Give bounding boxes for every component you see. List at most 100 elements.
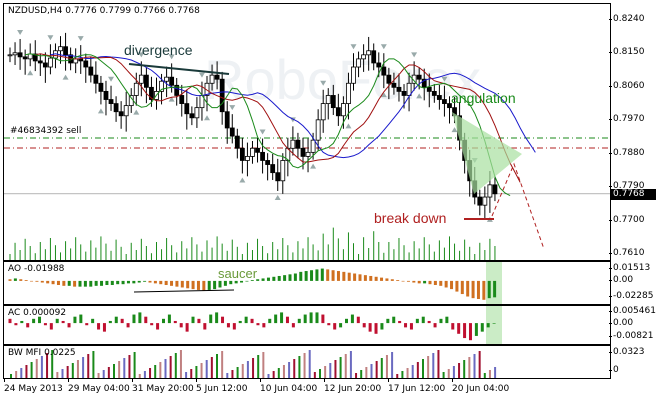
mfi-bar <box>71 363 74 378</box>
histogram-bar <box>197 318 201 324</box>
ao-pane[interactable]: AO -0.01988 saucer <box>3 261 611 305</box>
candle-body <box>149 86 154 100</box>
time-tick-mark <box>4 378 5 382</box>
ac-tick: 0.005461 <box>609 306 656 316</box>
histogram-bar <box>102 323 106 332</box>
mfi-bar <box>267 374 270 378</box>
mfi-bar <box>334 360 337 378</box>
fractal-down-icon <box>97 108 104 114</box>
fractal-down-icon <box>274 194 281 200</box>
mfi-bar <box>324 366 327 378</box>
mfi-bar <box>298 356 301 378</box>
highlight-zone <box>486 306 502 344</box>
mfi-bar <box>159 362 162 378</box>
histogram-bar <box>116 280 120 285</box>
current-price-box: 0.7768 <box>610 189 656 200</box>
histogram-bar <box>327 323 331 326</box>
mfi-bar <box>221 351 224 378</box>
histogram-bar <box>91 318 95 324</box>
histogram-bar <box>451 323 455 330</box>
time-label: 10 Jun 04:00 <box>260 384 318 394</box>
mfi-pane[interactable]: BW MFI 0.0225 <box>3 345 611 379</box>
mfi-bar <box>396 374 399 378</box>
histogram-bar <box>369 275 373 281</box>
mfi-bar <box>344 354 347 378</box>
histogram-bar <box>14 323 18 326</box>
histogram-bar <box>234 280 238 284</box>
histogram-bar <box>280 312 284 324</box>
candle-body <box>376 62 382 68</box>
histogram-bar <box>46 280 50 284</box>
fractal-down-icon <box>62 74 69 80</box>
fractal-down-icon <box>168 96 175 102</box>
histogram-bar <box>132 314 136 324</box>
candle-body <box>371 50 377 64</box>
ac-tick: -0.00821 <box>608 331 654 341</box>
histogram-bar <box>202 280 206 291</box>
histogram-bar <box>392 316 396 324</box>
fractal-down-icon <box>380 92 387 98</box>
histogram-bar <box>61 320 65 324</box>
candle-body <box>270 164 276 174</box>
histogram-bar <box>55 318 59 324</box>
mfi-bar <box>313 372 316 378</box>
mfi-tick: 0.0323 <box>609 347 645 357</box>
histogram-bar <box>245 280 249 282</box>
candle-body <box>58 46 63 52</box>
histogram-bar <box>415 318 419 324</box>
price-tick: 0.7610 <box>609 248 645 258</box>
histogram-bar <box>445 316 449 324</box>
histogram-bar <box>143 280 147 282</box>
histogram-bar <box>120 318 124 324</box>
candle-body <box>234 135 240 149</box>
mfi-bar <box>349 351 352 378</box>
histogram-bar <box>396 280 400 281</box>
histogram-bar <box>13 278 17 281</box>
histogram-bar <box>203 323 207 330</box>
histogram-bar <box>26 323 30 328</box>
histogram-bar <box>480 323 484 332</box>
candle-body <box>487 184 493 198</box>
mfi-bar <box>40 356 43 378</box>
fractal-up-icon <box>47 35 54 41</box>
histogram-bar <box>474 323 478 336</box>
candle-body <box>492 184 498 195</box>
time-label: 31 May 20:00 <box>132 384 194 394</box>
candle-body <box>330 95 336 109</box>
mfi-bar <box>442 372 445 378</box>
histogram-bar <box>138 312 142 324</box>
candle-body <box>290 139 296 149</box>
candle-body <box>12 52 18 56</box>
symbol-header: NZDUSD,H4 0.7776 0.7799 0.7766 0.7768 <box>8 6 200 16</box>
candle-body <box>63 46 68 56</box>
histogram-bar <box>409 323 413 330</box>
mfi-bar <box>293 359 296 378</box>
mfi-bar <box>272 371 275 378</box>
histogram-bar <box>218 280 222 288</box>
histogram-bar <box>315 269 319 281</box>
mfi-bar <box>154 365 157 378</box>
candle-body <box>128 95 134 107</box>
ao-tick: 0.01513 <box>608 263 651 273</box>
price-chart-pane[interactable]: RoboForex NZDUSD,H4 0.7776 0.7799 0.7766… <box>3 3 611 261</box>
ao-histogram <box>8 262 502 304</box>
histogram-bar <box>433 280 437 286</box>
candle-body <box>361 54 367 60</box>
fractal-up-icon <box>77 36 84 42</box>
histogram-bar <box>385 278 389 281</box>
ac-pane[interactable]: AC 0.000092 <box>3 305 611 345</box>
histogram-bar <box>427 320 431 324</box>
histogram-bar <box>261 278 265 281</box>
candle-body <box>280 160 286 182</box>
mfi-bar <box>51 350 54 378</box>
candle-body <box>138 74 144 84</box>
histogram-bar <box>380 323 384 330</box>
mfi-bar <box>20 368 23 378</box>
candle-body <box>341 103 346 117</box>
histogram-bar <box>386 318 390 324</box>
histogram-bar <box>493 280 497 298</box>
histogram-bar <box>412 280 416 283</box>
mfi-bar <box>76 360 79 378</box>
histogram-bar <box>8 318 12 324</box>
histogram-bar <box>144 316 148 324</box>
